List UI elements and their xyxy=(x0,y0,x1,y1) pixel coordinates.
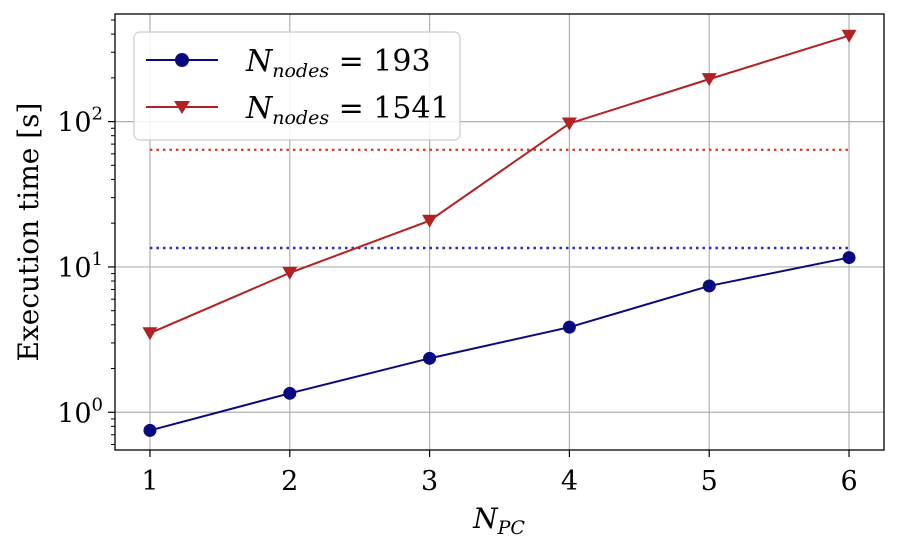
legend-marker-nodes-193 xyxy=(175,53,189,67)
x-tick-label-1: 1 xyxy=(141,466,158,497)
legend-value-193: = 193 xyxy=(329,44,430,79)
x-tick-label-3: 3 xyxy=(421,466,438,497)
x-axis-label-main: N xyxy=(472,502,499,535)
x-axis-label-sub: PC xyxy=(497,517,526,539)
point-series-0-x1 xyxy=(143,423,157,437)
y-axis-label: Execution time [s] xyxy=(12,103,45,362)
y-tick-base-0: 10 xyxy=(57,398,91,429)
point-series-0-x4 xyxy=(562,320,576,334)
y-tick-base-2: 10 xyxy=(57,108,91,139)
x-tick-label-4: 4 xyxy=(561,466,578,497)
y-tick-exp-0: 0 xyxy=(92,394,103,415)
legend-label-nodes-193: Nnodes = 193 xyxy=(245,44,431,82)
legend-sub-1541: nodes xyxy=(272,107,329,129)
point-series-1-x6 xyxy=(841,29,857,43)
y-tick-exp-1: 1 xyxy=(92,249,103,270)
x-axis-label: NPC xyxy=(472,502,525,539)
point-series-1-x3 xyxy=(422,214,438,228)
point-series-0-x2 xyxy=(283,386,297,400)
legend-marker-nodes-1541 xyxy=(174,101,190,114)
x-tick-label-6: 6 xyxy=(840,466,857,497)
series-line-0 xyxy=(149,256,850,432)
legend-n-1541: N xyxy=(245,91,274,126)
y-tick-exp-2: 2 xyxy=(92,104,103,125)
plot-frame xyxy=(114,13,885,451)
legend-n-193: N xyxy=(245,44,274,79)
legend-sub-193: nodes xyxy=(272,60,329,82)
x-tick-label-2: 2 xyxy=(281,466,298,497)
y-tick-label-1: 101 xyxy=(57,249,103,284)
y-tick-label-0: 100 xyxy=(57,394,103,429)
legend: Nnodes = 193 Nnodes = 1541 xyxy=(133,31,461,141)
x-tick-label-5: 5 xyxy=(701,466,718,497)
legend-label-nodes-1541: Nnodes = 1541 xyxy=(245,91,450,129)
legend-value-1541: = 1541 xyxy=(329,91,450,126)
point-series-0-x5 xyxy=(702,279,716,293)
point-series-0-x3 xyxy=(423,351,437,365)
reference-lines xyxy=(149,148,850,250)
point-series-1-x4 xyxy=(561,117,577,131)
point-series-1-x2 xyxy=(282,266,298,280)
point-series-1-x5 xyxy=(701,73,717,87)
point-series-0-x6 xyxy=(842,251,856,265)
y-tick-base-1: 10 xyxy=(57,253,91,284)
series-line-1 xyxy=(149,34,850,335)
series-layer xyxy=(142,29,857,437)
point-series-1-x1 xyxy=(142,327,158,341)
y-tick-label-2: 102 xyxy=(57,104,103,139)
